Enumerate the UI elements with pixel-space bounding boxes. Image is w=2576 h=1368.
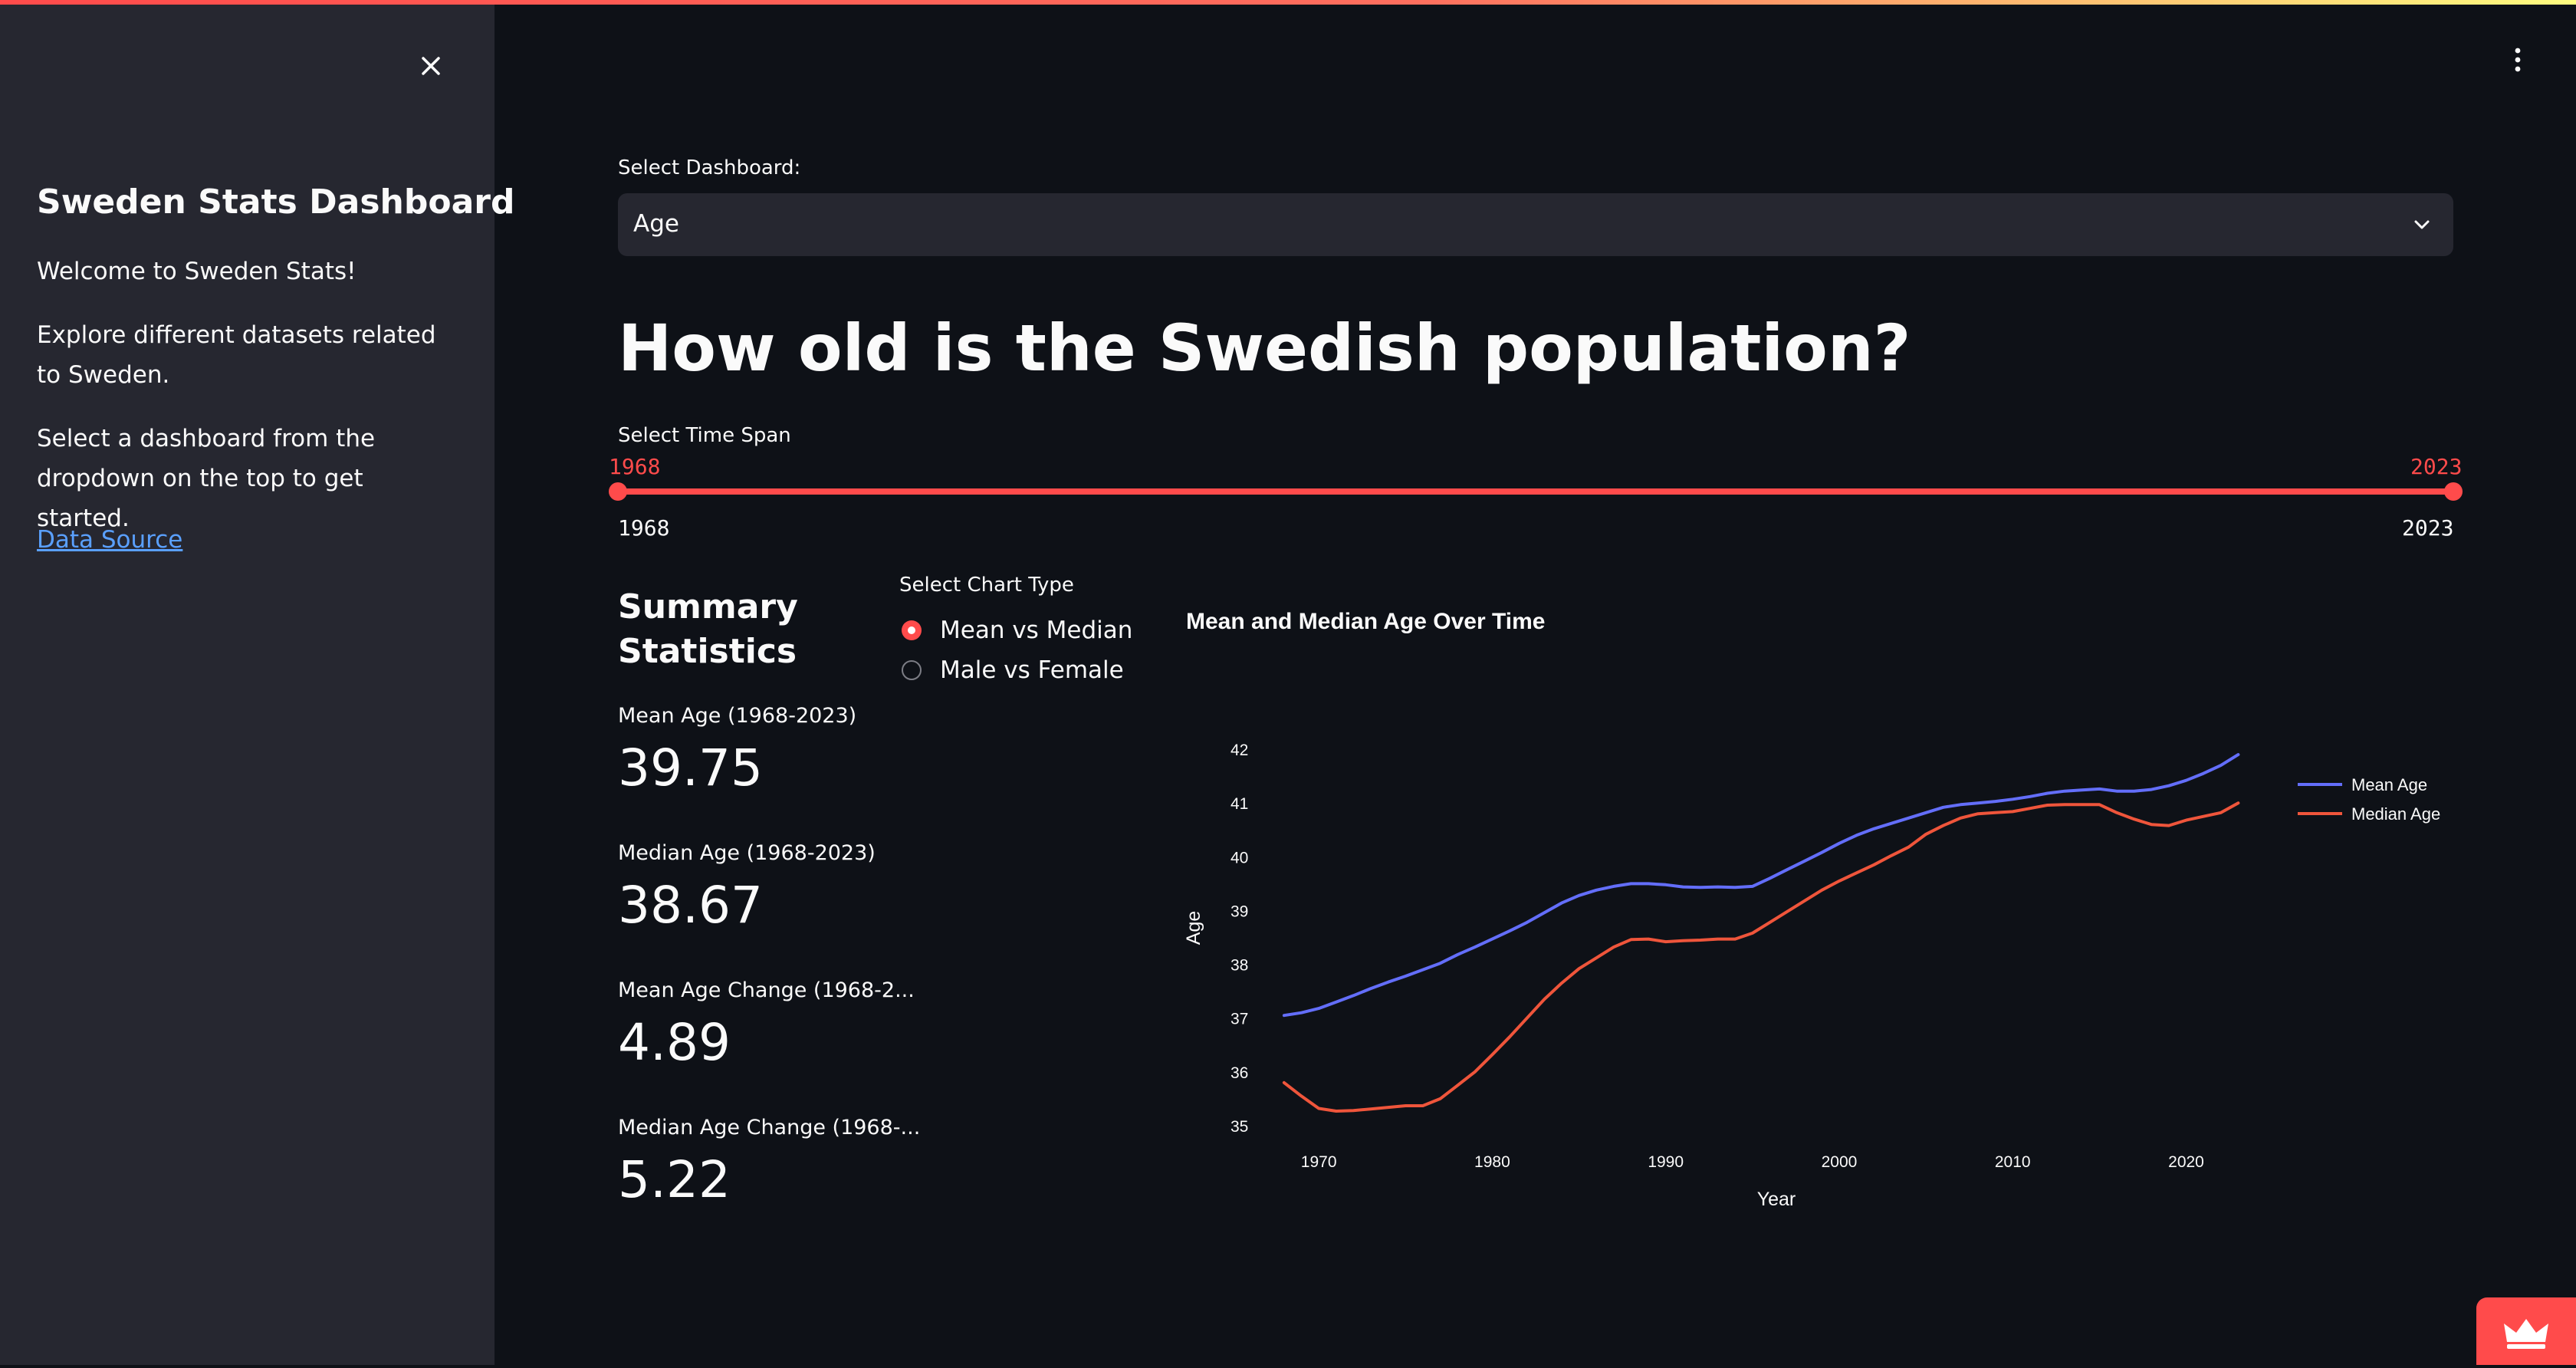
metric-label: Mean Age Change (1968-2... — [618, 978, 915, 1002]
chart-title: Mean and Median Age Over Time — [1186, 609, 1545, 634]
series-line-median-age — [1282, 801, 2240, 1113]
y-tick-label: 38 — [1230, 957, 1248, 975]
y-axis-label: Age — [1184, 911, 1204, 945]
metric-label: Median Age (1968-2023) — [618, 841, 876, 865]
radio-selected-indicator — [902, 620, 922, 640]
top-decoration-bar — [0, 0, 2576, 5]
metric-label: Mean Age (1968-2023) — [618, 704, 857, 728]
x-tick-label: 2020 — [2168, 1153, 2204, 1171]
y-tick-label: 36 — [1230, 1064, 1248, 1082]
streamlit-badge-button[interactable] — [2476, 1297, 2576, 1365]
radio-option-label: Mean vs Median — [940, 617, 1133, 644]
slider-max-label: 2023 — [2402, 515, 2454, 541]
crown-icon — [2504, 1319, 2548, 1349]
slider-end-value: 2023 — [2410, 454, 2463, 479]
slider-end-thumb[interactable] — [2444, 482, 2463, 501]
sidebar-title: Sweden Stats Dashboard — [37, 183, 515, 222]
slider-start-value: 1968 — [609, 454, 661, 479]
metric-value: 39.75 — [618, 738, 763, 797]
sidebar-welcome-text: Welcome to Sweden Stats! — [37, 258, 356, 285]
close-sidebar-button[interactable] — [414, 49, 448, 83]
age-line-chart: Mean and Median Age Over Time 35 36 37 38 39 4… — [1184, 609, 2440, 1210]
y-tick-label: 37 — [1230, 1011, 1248, 1028]
metric-label: Median Age Change (1968-... — [618, 1116, 921, 1139]
metric-value: 5.22 — [618, 1150, 731, 1209]
x-tick-label: 1990 — [1648, 1153, 1684, 1171]
series-line-mean-age — [1282, 753, 2240, 1018]
x-tick-label: 1980 — [1474, 1153, 1510, 1171]
time-span-slider-track[interactable] — [618, 488, 2453, 495]
select-dashboard-label: Select Dashboard: — [618, 156, 801, 179]
metric-value: 4.89 — [618, 1013, 731, 1072]
vertical-dots-icon — [2515, 48, 2521, 72]
radio-option-label: Male vs Female — [940, 656, 1124, 684]
close-icon — [422, 57, 440, 75]
radio-unselected-indicator — [902, 660, 922, 680]
y-tick-label: 39 — [1230, 903, 1248, 920]
y-tick-label: 40 — [1230, 849, 1248, 867]
legend-label: Median Age — [2351, 804, 2440, 824]
chart-type-label: Select Chart Type — [899, 574, 1074, 597]
x-tick-label: 2010 — [1995, 1153, 2031, 1171]
summary-statistics-title: Summary Statistics — [618, 587, 798, 671]
chevron-down-icon — [2414, 220, 2430, 229]
y-tick-label: 42 — [1230, 742, 1248, 759]
sidebar-instructions-text: Select a dashboard from the dropdown on … — [37, 425, 376, 532]
sidebar-explore-text: Explore different datasets related to Sw… — [37, 321, 436, 389]
x-tick-label: 2000 — [1822, 1153, 1858, 1171]
time-span-label: Select Time Span — [618, 424, 791, 447]
dashboard-select[interactable]: Age — [618, 193, 2453, 256]
x-tick-label: 1970 — [1301, 1153, 1337, 1171]
main-menu-button[interactable] — [2507, 44, 2528, 75]
slider-min-label: 1968 — [618, 515, 670, 541]
slider-start-thumb[interactable] — [609, 482, 627, 501]
y-tick-label: 41 — [1230, 795, 1248, 813]
data-source-link[interactable]: Data Source — [37, 526, 183, 554]
x-axis-label: Year — [1757, 1189, 1796, 1210]
dashboard-select-value: Age — [633, 210, 679, 238]
sidebar: Sweden Stats Dashboard Welcome to Sweden… — [0, 5, 514, 1365]
legend-label: Mean Age — [2351, 775, 2427, 794]
metric-value: 38.67 — [618, 876, 763, 935]
page-title: How old is the Swedish population? — [618, 311, 1911, 386]
y-tick-label: 35 — [1230, 1118, 1248, 1136]
